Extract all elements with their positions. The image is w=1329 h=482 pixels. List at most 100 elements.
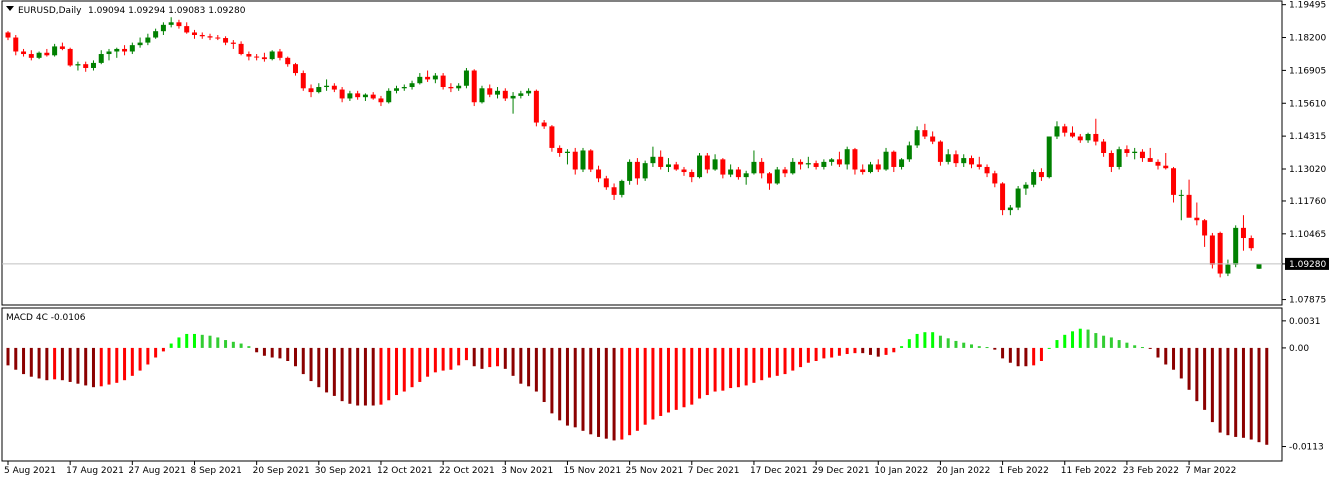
macd-bar: [293, 347, 297, 367]
price-label: 1.14315: [1289, 132, 1326, 142]
candle-body: [13, 37, 19, 52]
candle-body: [1171, 168, 1177, 195]
price-label: 1.16905: [1289, 66, 1326, 76]
macd-bar: [558, 347, 562, 421]
candle-body: [1209, 235, 1215, 265]
candle-body: [355, 93, 361, 98]
candle-body: [634, 161, 640, 179]
candle: [495, 87, 501, 99]
time-label: 23 Feb 2022: [1123, 466, 1179, 476]
candle-body: [1202, 220, 1208, 236]
candle-body: [471, 70, 477, 103]
macd-indicator-panel[interactable]: MACD 4C -0.0106 0.0031 0.00 -0.0113 5 Aug …: [0, 307, 1329, 482]
macd-bar: [270, 347, 274, 358]
macd-bar: [1179, 347, 1183, 379]
candle: [844, 146, 850, 170]
candle-body: [1015, 188, 1021, 208]
candle-body: [160, 24, 166, 32]
candle-body: [875, 164, 881, 170]
time-label: 5 Aug 2021: [4, 466, 56, 476]
macd-bar: [713, 347, 717, 392]
candle-body: [906, 145, 912, 160]
candle: [836, 151, 842, 167]
candle: [541, 120, 547, 129]
candle: [425, 70, 431, 82]
macd-axis[interactable]: 0.0031 0.00 -0.0113: [1282, 317, 1324, 453]
candle-body: [386, 90, 392, 103]
candle: [1202, 218, 1208, 247]
candle-body: [914, 130, 920, 146]
macd-bar: [123, 347, 127, 381]
candle-body: [254, 56, 260, 58]
candle: [168, 17, 174, 28]
macd-bar: [962, 342, 966, 348]
macd-bar: [550, 347, 554, 414]
macd-bar: [900, 346, 904, 348]
macd-bar: [340, 347, 344, 402]
macd-bar: [6, 347, 10, 366]
candle: [1116, 146, 1122, 170]
candle-body: [28, 54, 34, 58]
candle-body: [735, 169, 741, 178]
macd-bar: [457, 347, 461, 366]
macd-bar: [970, 344, 974, 348]
macd-bar: [1071, 331, 1075, 348]
candle: [238, 41, 244, 56]
candle: [1038, 168, 1044, 181]
candle-body: [541, 122, 547, 127]
macd-bar: [775, 347, 779, 376]
candle-body: [836, 159, 842, 165]
price-label: 1.19495: [1289, 1, 1326, 11]
macd-bar: [177, 337, 181, 348]
macd-bar: [496, 347, 500, 367]
candle: [564, 149, 570, 165]
candle-body: [1194, 217, 1200, 221]
macd-bar: [247, 346, 251, 348]
candle-body: [650, 156, 656, 164]
candle: [728, 164, 734, 178]
time-label: 20 Jan 2022: [936, 466, 990, 476]
price-chart-panel[interactable]: EURUSD,Daily 1.09094 1.09294 1.09083 1.0…: [0, 0, 1329, 307]
candle-body: [1031, 172, 1037, 185]
time-label: 12 Oct 2021: [377, 466, 433, 476]
candle: [642, 160, 648, 181]
macd-bar: [262, 347, 266, 356]
macd-bar: [488, 347, 492, 368]
candle: [743, 170, 749, 185]
candle: [867, 161, 873, 174]
candle: [1070, 126, 1076, 138]
candle: [83, 61, 89, 72]
macd-bar: [923, 332, 927, 348]
time-axis[interactable]: 5 Aug 2021 17 Aug 2021 27 Aug 2021 8 Sep 20…: [4, 461, 1236, 476]
macd-bar: [410, 347, 414, 388]
candle: [650, 146, 656, 167]
candle-body: [308, 88, 314, 93]
candle: [774, 166, 780, 185]
macd-bar: [581, 347, 585, 431]
candle-body: [44, 52, 50, 56]
candle-body: [564, 151, 570, 153]
candle-body: [401, 87, 407, 89]
time-label: 7 Mar 2022: [1185, 466, 1236, 476]
macd-bar: [426, 347, 430, 377]
time-label: 27 Aug 2021: [128, 466, 186, 476]
macd-bar: [146, 347, 150, 365]
candle-body: [370, 94, 376, 99]
macd-bar: [892, 347, 896, 353]
macd-bar: [68, 347, 72, 382]
candle-body: [456, 85, 462, 89]
macd-bar: [682, 347, 686, 408]
candle: [401, 84, 407, 91]
macd-bar: [161, 347, 165, 352]
candle: [394, 85, 400, 94]
price-axis[interactable]: 1.19495 1.18200 1.16905 1.15610 1.14315 1.130…: [1282, 1, 1329, 306]
candle-body: [1077, 136, 1083, 141]
candle-body: [300, 73, 306, 89]
chart-menu-triangle-icon[interactable]: [6, 6, 14, 11]
candle-body: [829, 159, 835, 162]
macd-bar: [876, 347, 880, 357]
price-label: 1.15610: [1289, 99, 1326, 109]
candle-body: [1038, 172, 1044, 178]
candle: [697, 153, 703, 179]
